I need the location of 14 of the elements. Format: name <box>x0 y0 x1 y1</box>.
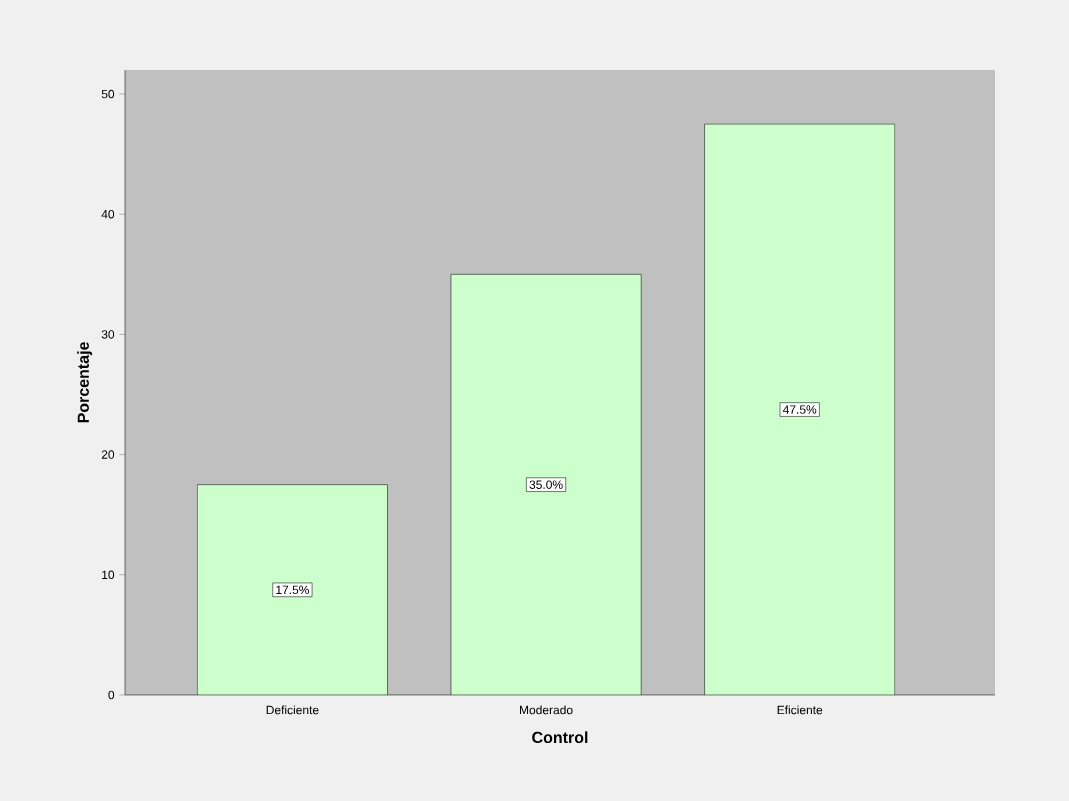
data-label: 35.0% <box>529 480 563 489</box>
y-axis-title: Porcentaje <box>77 342 93 423</box>
y-tick-label: 0 <box>108 690 115 700</box>
x-tick-label: Eficiente <box>777 705 823 715</box>
y-tick-label: 20 <box>101 450 115 459</box>
y-tick-label: 10 <box>102 570 115 580</box>
data-label: 47.5% <box>782 405 817 414</box>
y-tick-label: 50 <box>101 89 115 99</box>
y-tick-label: 40 <box>101 209 115 219</box>
x-axis-title: Control <box>532 731 588 744</box>
y-tick-label: 30 <box>101 330 115 339</box>
x-tick-label: Deficiente <box>266 705 319 715</box>
x-tick-label: Moderado <box>520 705 573 715</box>
data-label: 17.5% <box>276 585 309 595</box>
